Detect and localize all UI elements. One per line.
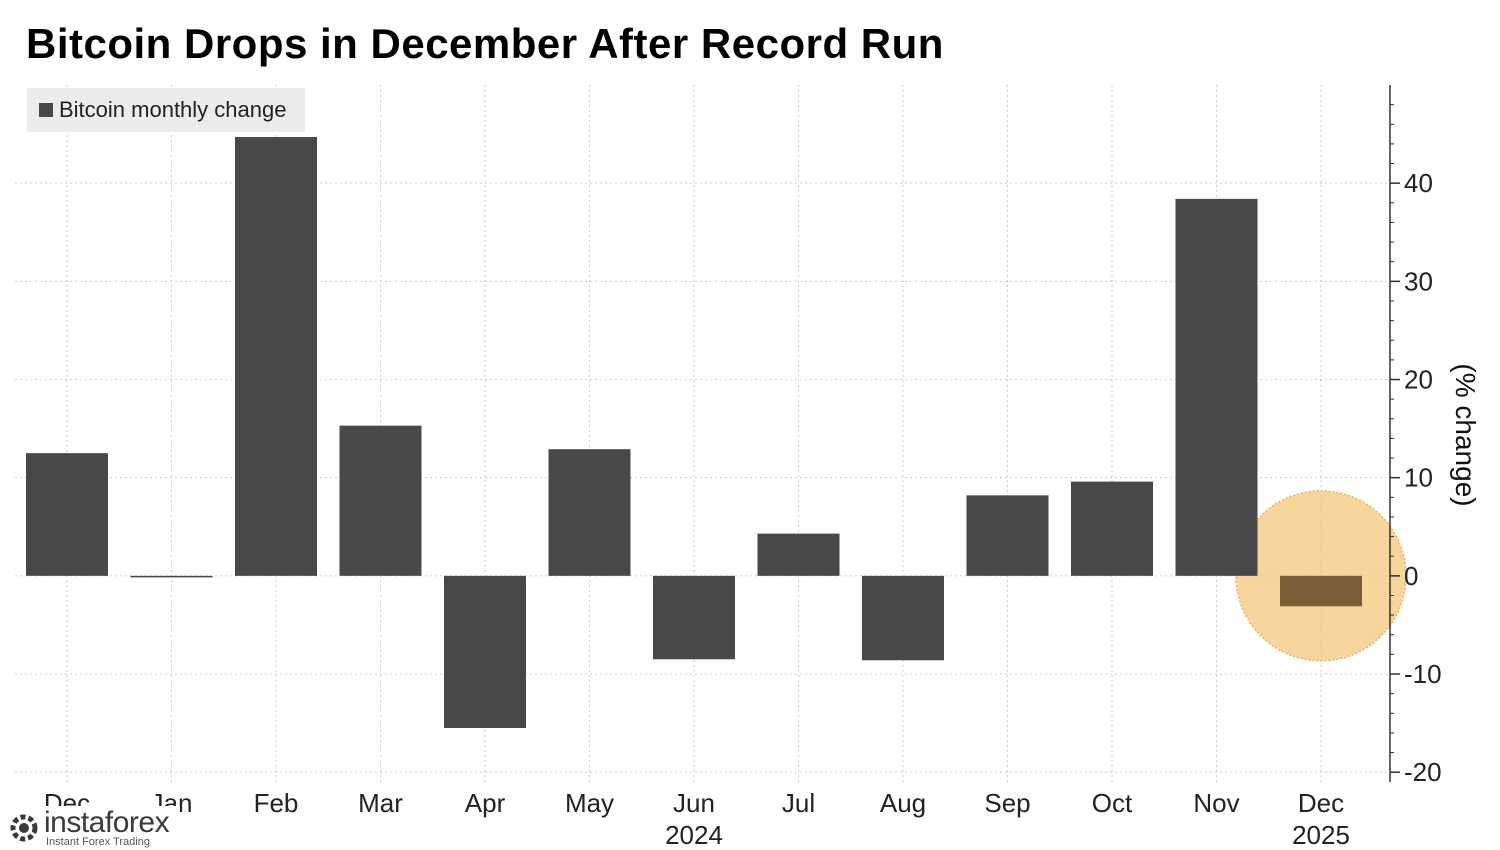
y-tick-label: 20 [1404, 365, 1433, 395]
x-year-label: 2025 [1292, 820, 1350, 850]
legend-swatch [39, 103, 53, 117]
y-tick-label: 0 [1404, 561, 1418, 591]
x-year-label: 2024 [665, 820, 723, 850]
x-tick-label: Jul [782, 788, 815, 818]
x-tick-label: Dec [1298, 788, 1344, 818]
x-tick-label: Sep [984, 788, 1030, 818]
x-tick-label: Aug [880, 788, 926, 818]
chart-title: Bitcoin Drops in December After Record R… [26, 20, 944, 67]
y-tick-label: 10 [1404, 463, 1433, 493]
y-axis-label: (% change) [1450, 363, 1481, 507]
watermark-tagline: Instant Forex Trading [46, 836, 150, 848]
bar [966, 495, 1049, 576]
grid [15, 85, 1390, 782]
x-tick-label: Oct [1092, 788, 1133, 818]
bar [1175, 198, 1258, 576]
bar [444, 575, 526, 729]
x-tick-label: Nov [1193, 788, 1239, 818]
x-tick-label: Feb [254, 788, 299, 818]
bar [757, 533, 840, 576]
bar [235, 137, 317, 576]
bar [1280, 575, 1362, 607]
x-tick-label: Jun [673, 788, 715, 818]
bar [653, 575, 735, 660]
bar [339, 425, 422, 576]
bars [26, 137, 1407, 729]
y-tick-label: -10 [1404, 659, 1442, 689]
y-tick-label: 40 [1404, 168, 1433, 198]
bar [1071, 481, 1153, 576]
watermark-brand: instaforex [44, 806, 170, 839]
x-tick-label: Apr [465, 788, 506, 818]
bar [26, 453, 108, 576]
gear-logo-icon [10, 814, 38, 842]
bar [548, 449, 631, 576]
x-tick-label: Mar [358, 788, 403, 818]
x-axis-labels: Dec Jan Feb Mar Apr May Jun Jul Aug Sep Oct Nov Dec2… [44, 788, 1350, 850]
bar [130, 575, 213, 578]
y-tick-label: -20 [1404, 757, 1442, 787]
legend-label: Bitcoin monthly change [59, 97, 287, 122]
y-tick-label: 30 [1404, 266, 1433, 296]
legend: Bitcoin monthly change [27, 88, 305, 132]
x-tick-label: May [565, 788, 614, 818]
y-axis: -20 -10 0 10 20 30 40 [1389, 85, 1442, 787]
bar [862, 575, 944, 661]
watermark: instaforex Instant Forex Trading [0, 806, 180, 850]
